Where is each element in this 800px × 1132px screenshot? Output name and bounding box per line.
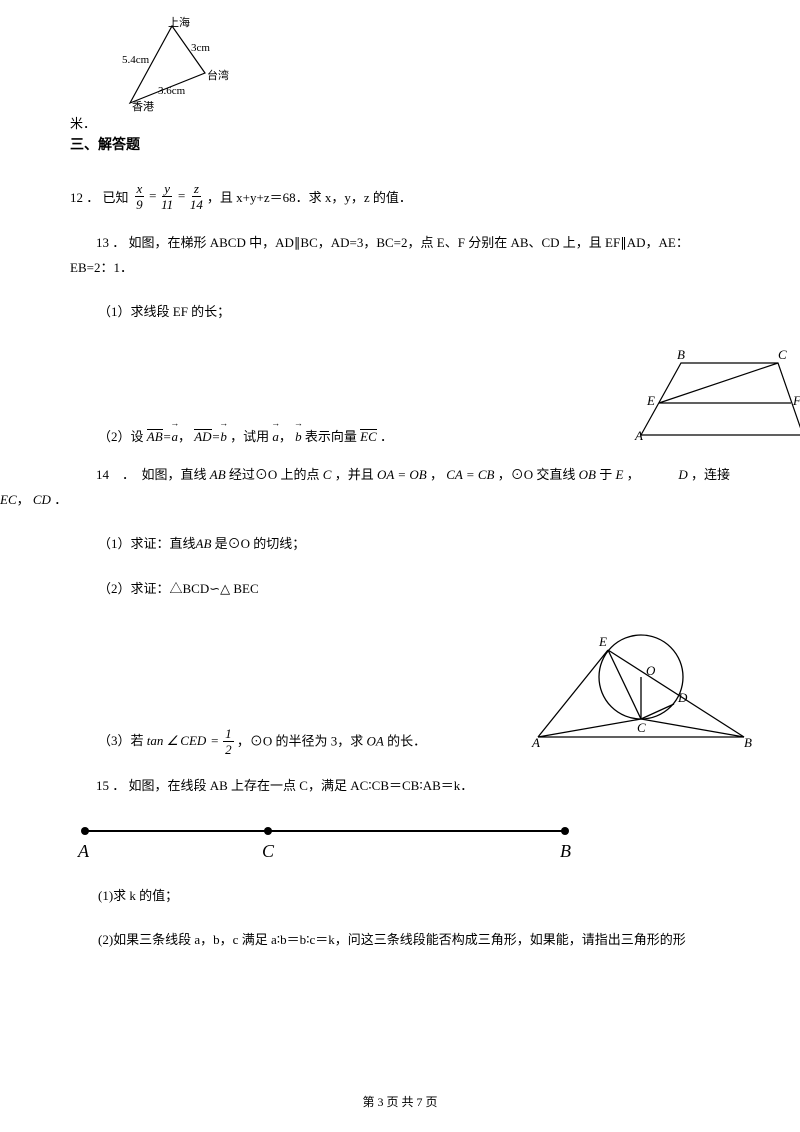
text-mi: 米． — [70, 113, 96, 132]
circle-figure: A B C D E O — [526, 622, 756, 756]
trapezoid-figure: A D B C E F — [623, 345, 800, 445]
vec-AB: AB — [147, 429, 163, 445]
svg-text:O: O — [646, 663, 656, 678]
svg-text:C: C — [262, 841, 275, 861]
vec-a: a — [171, 427, 178, 445]
svg-text:B: B — [677, 347, 685, 362]
svg-text:A: A — [531, 735, 540, 750]
question-14: 14 ． 如图，直线 AB 经过⊙O 上的点 C ，并且 OA = OB ， C… — [70, 463, 730, 512]
q14-part2: （2）求证：△BCD∽△ BEC — [98, 577, 730, 602]
svg-text:D: D — [677, 690, 688, 705]
question-15-line1: 15 ． 如图，在线段 AB 上存在一点 C，满足 AC∶CB＝CB∶AB＝k． — [70, 774, 730, 799]
label-3cm: 3cm — [191, 42, 210, 54]
section-title: 三、解答题 — [70, 134, 730, 154]
vec-EC: EC — [360, 429, 377, 445]
label-hongkong: 香港 — [132, 98, 154, 114]
q15-part2: (2)如果三条线段 a，b，c 满足 a∶b＝b∶c＝k，问这三条线段能否构成三… — [98, 928, 730, 953]
svg-text:C: C — [778, 347, 787, 362]
label-3-6cm: 3.6cm — [158, 85, 185, 97]
svg-text:F: F — [792, 393, 800, 408]
q13-part2-text: （2）设 AB=a， AD=b ，试用 a， b 表示向量 EC ． — [70, 426, 393, 445]
line-segment-figure: A C B — [70, 819, 730, 868]
q15-part1: (1)求 k 的值； — [98, 884, 730, 909]
label-5-4cm: 5.4cm — [122, 54, 149, 66]
q14-part3-block: （3）若 tan ∠CED = 12 ，⊙O 的半径为 3，求 OA 的长． A… — [70, 622, 730, 756]
q12-suffix: ，且 x+y+z＝68．求 x，y，z 的值． — [207, 186, 412, 211]
svg-text:E: E — [598, 634, 607, 649]
question-13-line1: 13 ． 如图，在梯形 ABCD 中，AD∥BC，AD=3，BC=2，点 E、F… — [70, 231, 730, 280]
svg-text:A: A — [77, 841, 90, 861]
vec-b: b — [220, 427, 227, 445]
svg-text:E: E — [646, 393, 655, 408]
question-13-part1: （1）求线段 EF 的长； — [98, 300, 730, 325]
triangle-figure: 上海 台湾 香港 5.4cm 3cm 3.6cm — [110, 18, 240, 110]
label-shanghai: 上海 — [168, 14, 190, 30]
q14-part1: （1）求证：直线AB 是⊙O 的切线； — [98, 532, 730, 557]
vec-AD: AD — [194, 429, 211, 445]
q14-part3-text: （3）若 tan ∠CED = 12 ，⊙O 的半径为 3，求 OA 的长． — [70, 727, 426, 756]
page-footer: 第 3 页 共 7 页 — [0, 1093, 800, 1110]
label-taiwan: 台湾 — [207, 67, 229, 83]
q12-fractions: x9 = y11 = z14 — [135, 182, 203, 211]
q13-part2-block: （2）设 AB=a， AD=b ，试用 a， b 表示向量 EC ． A D B… — [70, 345, 730, 445]
question-12: 12 ． 已知 x9 = y11 = z14 ，且 x+y+z＝68．求 x，y… — [70, 182, 730, 211]
svg-text:C: C — [637, 720, 646, 735]
svg-text:B: B — [560, 841, 571, 861]
svg-text:B: B — [744, 735, 752, 750]
svg-text:A: A — [634, 428, 643, 443]
q12-prefix: 12 ． 已知 — [70, 186, 129, 211]
